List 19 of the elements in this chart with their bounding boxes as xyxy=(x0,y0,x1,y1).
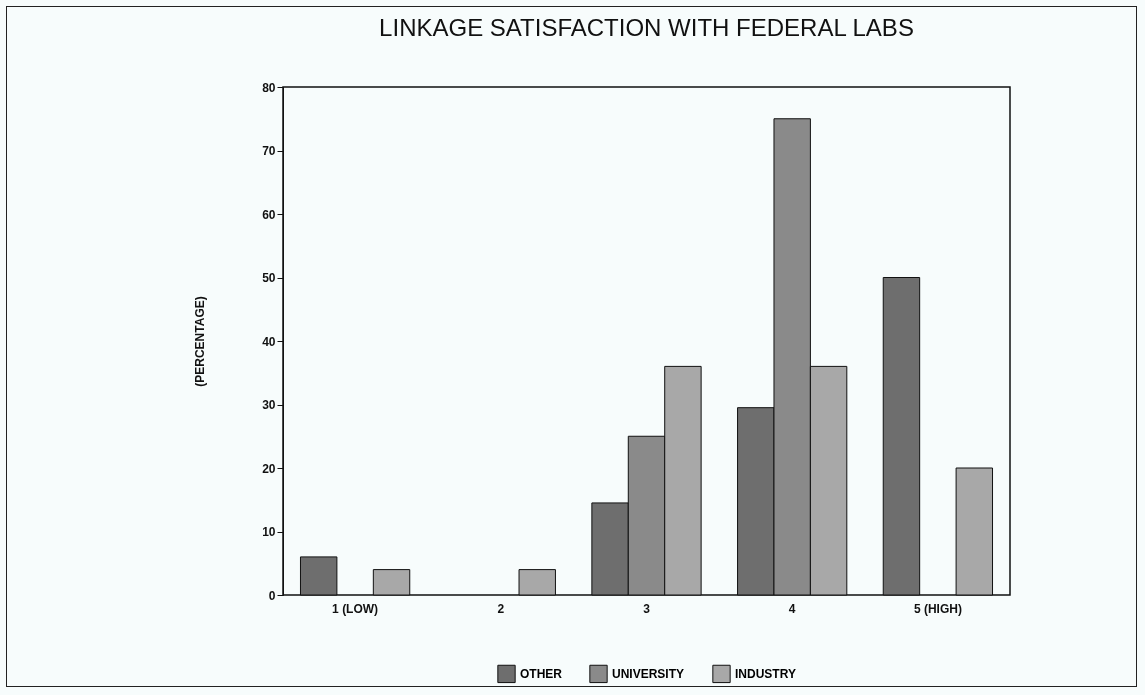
y-tick-label: 40 xyxy=(262,334,276,349)
x-tick-label: 2 xyxy=(497,601,505,616)
y-tick-label: 60 xyxy=(262,207,276,222)
y-axis-title: (PERCENTAGE) xyxy=(193,296,208,387)
legend-label: OTHER xyxy=(520,666,563,681)
x-tick-label: 4 xyxy=(788,601,796,616)
x-tick-label: 3 xyxy=(643,601,651,616)
y-tick-label: 50 xyxy=(262,271,276,285)
y-tick-label: 0 xyxy=(268,588,276,603)
legend-label: INDUSTRY xyxy=(735,666,796,681)
y-tick-label: 30 xyxy=(262,398,276,412)
x-tick-label: 1 (LOW) xyxy=(332,601,379,616)
legend-label: UNIVERSITY xyxy=(612,666,685,681)
chart-title: LINKAGE SATISFACTION WITH FEDERAL LABS xyxy=(379,14,914,41)
y-tick-label: 80 xyxy=(262,80,276,95)
y-tick-label: 10 xyxy=(262,525,276,539)
y-tick-label: 20 xyxy=(262,461,276,476)
x-tick-label: 5 (HIGH) xyxy=(913,601,962,616)
y-tick-label: 70 xyxy=(262,144,276,158)
